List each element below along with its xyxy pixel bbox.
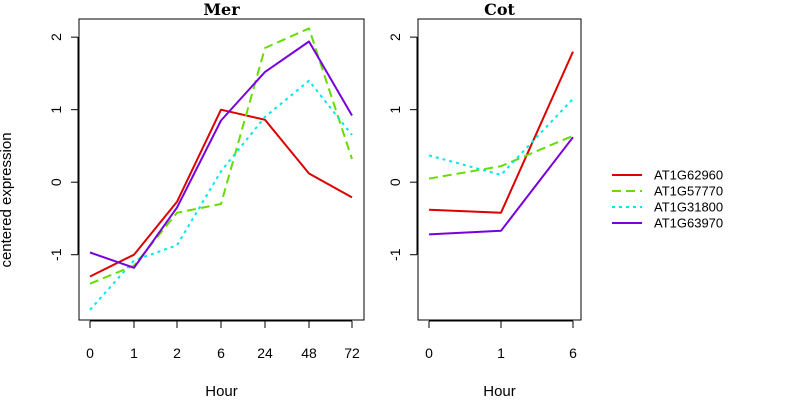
x-axis-title: Hour (483, 383, 516, 400)
legend-label: AT1G63970 (654, 216, 723, 231)
plot-frame (78, 18, 365, 321)
x-axis-title: Hour (205, 383, 238, 400)
plot-frame (417, 18, 582, 321)
x-tick-label: 6 (217, 345, 225, 361)
series-line-at1g63970 (89, 40, 353, 269)
y-tick-label: 1 (48, 106, 64, 114)
panel-title: Mer (203, 0, 240, 19)
series-line-at1g62960 (428, 51, 574, 214)
y-tick-label: -1 (48, 248, 64, 261)
series-line-at1g57770 (89, 27, 353, 285)
legend-label: AT1G57770 (654, 184, 723, 199)
x-tick-label: 72 (344, 345, 360, 361)
panel-cot: Cot 0 1 6 Hour -1 0 1 2 (387, 0, 582, 400)
x-tick-label: 0 (425, 345, 433, 361)
series-line-at1g31800 (89, 79, 353, 311)
x-tick-label: 2 (173, 345, 181, 361)
panel-title: Cot (484, 0, 515, 19)
y-tick-label: 0 (387, 178, 403, 186)
x-tick-label: 1 (497, 345, 505, 361)
x-tick-label: 24 (257, 345, 273, 361)
panel-mer: Mer 0 1 2 6 24 48 72 Hour -1 0 1 2 (48, 0, 365, 400)
series-line-at1g62960 (89, 108, 353, 278)
x-tick-label: 6 (569, 345, 577, 361)
series-line-at1g31800 (428, 98, 574, 176)
series-line-at1g63970 (428, 136, 574, 236)
legend-label: AT1G31800 (654, 200, 723, 215)
x-tick-label: 1 (130, 345, 138, 361)
series-line-at1g57770 (428, 134, 574, 180)
y-axis-title: centered expression (0, 132, 15, 267)
x-tick-label: 48 (301, 345, 317, 361)
y-tick-label: 0 (48, 178, 64, 186)
legend-label: AT1G62960 (654, 168, 723, 183)
y-tick-label: 1 (387, 106, 403, 114)
y-tick-label: -1 (387, 248, 403, 261)
x-tick-label: 0 (86, 345, 94, 361)
y-tick-label: 2 (387, 33, 403, 41)
y-tick-label: 2 (48, 33, 64, 41)
